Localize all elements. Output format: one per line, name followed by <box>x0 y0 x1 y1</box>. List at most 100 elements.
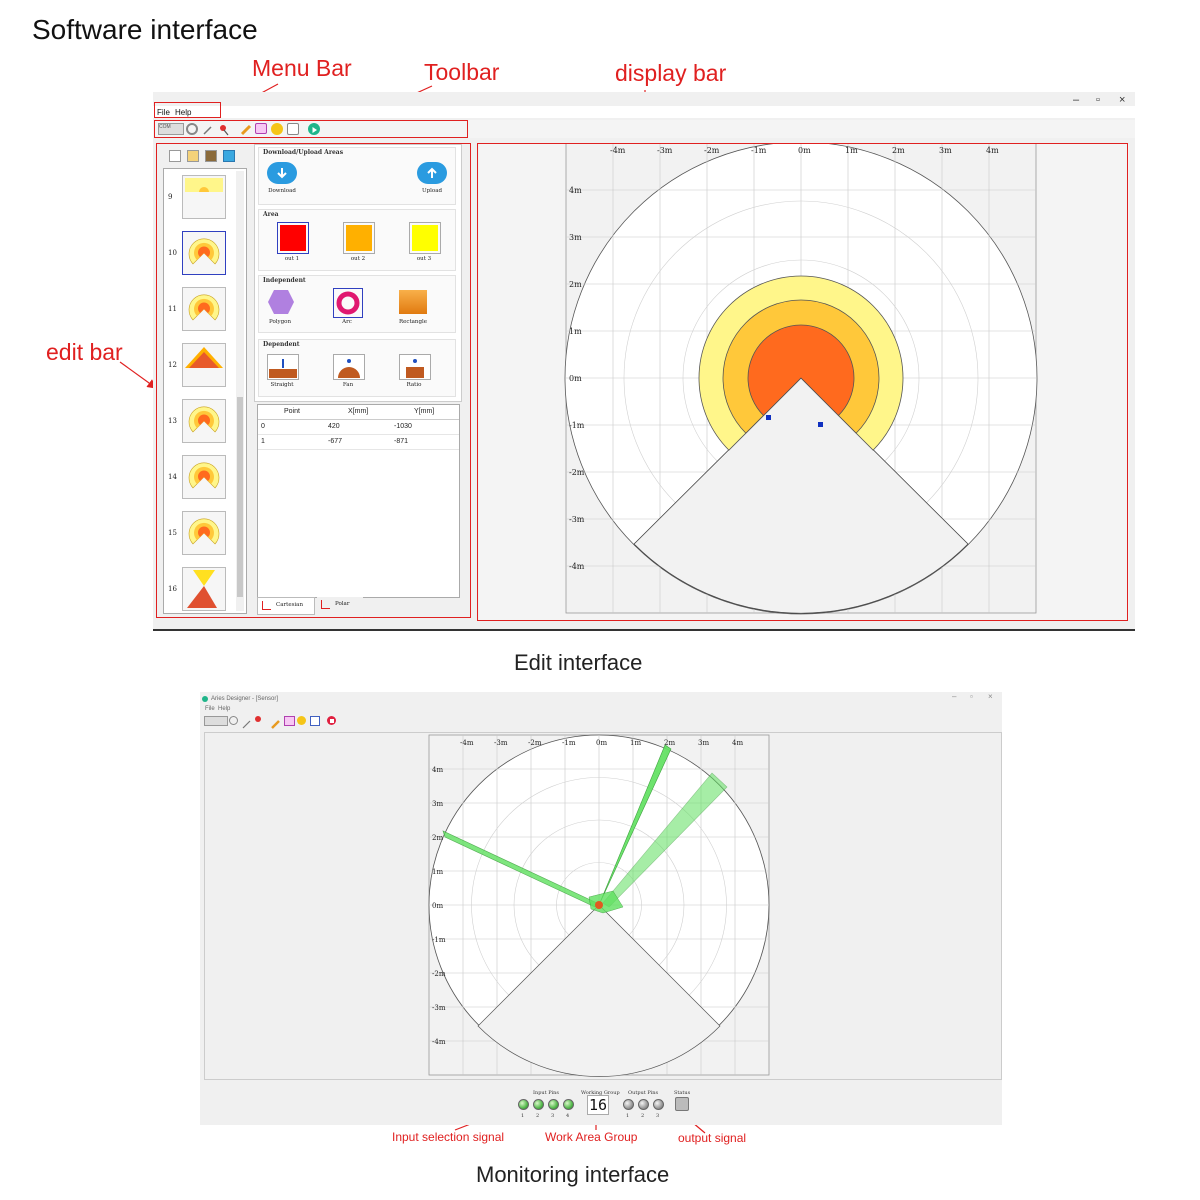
restore-button[interactable]: ▫ <box>1096 94 1100 106</box>
polygon-shape-icon[interactable] <box>267 288 295 316</box>
y-tick-label: -4m <box>569 562 585 571</box>
download-label: Download <box>268 188 296 194</box>
monitor-display[interactable]: -4m -3m -2m -1m 0m 1m 2m 3m 4m 4m 3m 2m 1m 0m -1m -2m -3… <box>204 732 1002 1080</box>
scan-beam <box>598 744 672 906</box>
app-logo-icon <box>202 696 208 702</box>
thumbnail-scrollbar[interactable] <box>236 171 244 611</box>
menu-file[interactable]: File <box>157 108 170 117</box>
edit-display-canvas[interactable]: -4m -3m -2m -1m 0m 1m 2m 3m 4m 4m 3m 2m 1m 0m -1m -2m -3… <box>479 141 1129 620</box>
output-pin-indicator <box>623 1099 634 1110</box>
x-tick-label: -4m <box>610 146 626 155</box>
input-pin-indicator <box>518 1099 529 1110</box>
area-thumbnail[interactable] <box>182 511 226 555</box>
table-row[interactable]: 1 -677 -871 <box>258 435 459 450</box>
area-thumbnail[interactable] <box>182 343 226 387</box>
x-tick-label: 1m <box>630 739 641 747</box>
menu-help[interactable]: Help <box>175 108 192 117</box>
new-icon[interactable] <box>169 150 181 162</box>
annotation-output-signal: output signal <box>678 1131 747 1145</box>
magic-wand-icon[interactable] <box>242 716 251 729</box>
gear-icon[interactable] <box>271 123 283 135</box>
com-port-select[interactable] <box>204 716 228 726</box>
monitor-icon[interactable] <box>255 123 267 134</box>
gear-icon[interactable] <box>297 716 306 725</box>
output-pin-number: 2 <box>641 1113 645 1119</box>
download-cloud-icon[interactable] <box>267 162 297 184</box>
scrollbar-thumb[interactable] <box>237 397 243 597</box>
x-tick-label: 1m <box>845 146 858 155</box>
area-thumbnail[interactable] <box>182 455 226 499</box>
restore-button[interactable]: ▫ <box>970 692 973 701</box>
area-out2-swatch[interactable] <box>343 222 375 254</box>
area-thumbnail[interactable] <box>182 399 226 443</box>
thumbnail-number: 15 <box>168 529 177 537</box>
area-thumbnail[interactable] <box>182 567 226 611</box>
thumbnail-number: 10 <box>168 249 177 257</box>
area-title: Area <box>263 211 279 218</box>
tab-polar[interactable]: Polar <box>317 597 363 613</box>
stop-icon[interactable] <box>327 716 336 725</box>
area-out3-swatch[interactable] <box>409 222 441 254</box>
pin-icon[interactable] <box>255 716 261 722</box>
rectangle-label: Rectangle <box>398 319 428 325</box>
fan-shape-icon[interactable] <box>333 354 365 380</box>
x-tick-label: 3m <box>698 739 709 747</box>
thumbnail-number: 11 <box>168 305 177 313</box>
area-thumbnail[interactable] <box>182 231 226 275</box>
delete-icon[interactable] <box>223 150 235 162</box>
tab-cartesian[interactable]: Cartesian <box>257 597 315 615</box>
connect-icon[interactable] <box>186 123 198 135</box>
area-thumbnail-list[interactable]: 9 10 11 12 13 14 15 16 <box>163 168 247 614</box>
table-icon[interactable] <box>310 716 320 726</box>
magic-wand-icon[interactable] <box>202 123 214 135</box>
thumbnail-number: 9 <box>168 193 173 201</box>
working-group-label: Working Group <box>581 1090 620 1096</box>
menu-help[interactable]: Help <box>218 706 231 712</box>
area-thumbnail[interactable] <box>182 175 226 219</box>
thumbnail-number: 16 <box>168 585 177 593</box>
x-tick-label: -2m <box>528 739 542 747</box>
monitor-display-canvas[interactable]: -4m -3m -2m -1m 0m 1m 2m 3m 4m 4m 3m 2m 1m 0m -1m -2m -3… <box>205 733 1001 1079</box>
display-bar[interactable]: -4m -3m -2m -1m 0m 1m 2m 3m 4m 4m 3m 2m 1m 0m -1m -2m -3… <box>479 141 1129 620</box>
ratio-shape-icon[interactable] <box>399 354 431 380</box>
area-out1-swatch[interactable] <box>277 222 309 254</box>
tab-polar-label: Polar <box>335 601 350 607</box>
com-port-label: COM <box>159 124 171 130</box>
annotation-work-area-group: Work Area Group <box>545 1130 638 1144</box>
pin-icon[interactable] <box>218 123 230 136</box>
area-thumbnail[interactable] <box>182 287 226 331</box>
rectangle-shape-icon[interactable] <box>399 290 427 314</box>
image-icon[interactable] <box>187 150 199 162</box>
play-icon[interactable] <box>308 123 320 135</box>
minimize-button[interactable]: – <box>1073 94 1080 106</box>
x-tick-label: -1m <box>751 146 767 155</box>
copy-icon[interactable] <box>205 150 217 162</box>
monitor-icon[interactable] <box>284 716 295 726</box>
menu-file[interactable]: File <box>205 706 215 712</box>
close-button[interactable]: × <box>988 692 993 701</box>
connect-icon[interactable] <box>229 716 238 725</box>
pencil-icon[interactable] <box>271 716 280 729</box>
straight-shape-icon[interactable] <box>267 354 299 380</box>
close-button[interactable]: × <box>1119 94 1126 106</box>
table-row[interactable]: 0 420 -1030 <box>258 420 459 435</box>
pencil-icon[interactable] <box>240 123 252 136</box>
table-icon[interactable] <box>287 123 299 135</box>
upload-cloud-icon[interactable] <box>417 162 447 184</box>
minimize-button[interactable]: – <box>952 692 957 701</box>
independent-title: Independent <box>263 277 306 284</box>
annotation-display-bar: display bar <box>615 60 727 86</box>
output-pin-indicator <box>638 1099 649 1110</box>
thumbnail-number: 14 <box>168 473 177 481</box>
sensor-origin <box>595 901 603 909</box>
y-tick-label: 3m <box>569 233 582 242</box>
x-tick-label: 2m <box>892 146 905 155</box>
header-y: Y[mm] <box>414 408 435 415</box>
points-table[interactable]: Point X[mm] Y[mm] 0 420 -1030 1 -677 -87… <box>257 404 460 598</box>
y-tick-label: 1m <box>569 327 582 336</box>
arc-shape-icon[interactable] <box>333 288 363 318</box>
display-bar-highlight <box>477 143 1128 621</box>
x-tick-label: -1m <box>562 739 576 747</box>
menu-bar: File Help <box>153 106 1135 118</box>
com-port-select[interactable]: COM <box>158 123 184 135</box>
